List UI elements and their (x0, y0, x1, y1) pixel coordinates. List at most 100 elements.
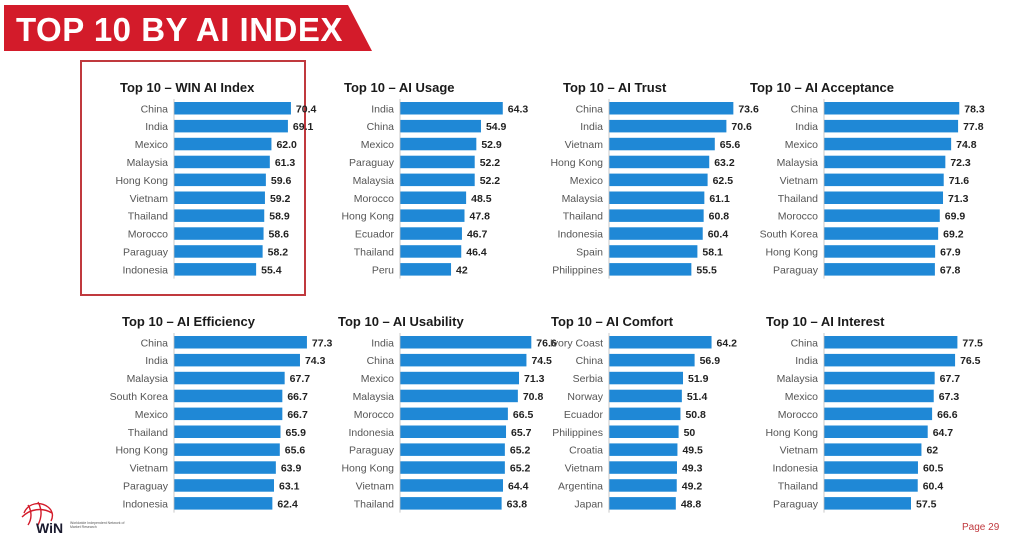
category-label: Indonesia (557, 229, 603, 241)
chart-title: Top 10 – AI Comfort (551, 314, 674, 329)
bar (400, 371, 520, 385)
value-label: 49.3 (682, 463, 703, 475)
value-label: 61.3 (275, 157, 296, 169)
bar (174, 209, 265, 222)
category-label: Malaysia (127, 373, 169, 385)
bar (609, 497, 676, 510)
category-label: Thailand (354, 498, 394, 510)
chart-title: Top 10 – AI Trust (563, 80, 667, 95)
bar (824, 461, 918, 474)
chart-ai-trust: Top 10 – AI Trust China 73.6 India 70.6 Viet… (527, 80, 767, 300)
value-label: 65.9 (285, 427, 306, 439)
value-label: 59.2 (270, 193, 291, 205)
page-number: Page 29 (962, 522, 1000, 533)
bar (824, 245, 936, 258)
value-label: 73.6 (738, 103, 759, 115)
category-label: Vietnam (356, 480, 395, 492)
category-label: Norway (567, 391, 603, 403)
logo-text: WiN (36, 520, 64, 536)
bar (174, 173, 266, 187)
chart-svg: India 64.3 China 54.9 Mexico 52.9 Paraguay 52.2… (341, 99, 528, 279)
category-label: India (795, 121, 818, 133)
logo-subtext: Worldwide Independent Network of Market … (70, 521, 125, 530)
category-label: India (580, 121, 603, 133)
bar (400, 497, 502, 510)
category-label: China (367, 121, 395, 133)
category-label: Indonesia (122, 264, 168, 276)
value-label: 46.7 (467, 229, 488, 241)
category-label: Ecuador (564, 409, 604, 421)
category-label: Thailand (354, 246, 394, 258)
chart-ai-interest: Top 10 – AI Interest China 77.5 India 76.5 M… (742, 314, 983, 534)
bar (174, 371, 285, 385)
bar (824, 119, 959, 133)
category-label: Morocco (354, 193, 394, 205)
bar (400, 461, 505, 474)
chart-ai-usage: Top 10 – AI Usage India 64.3 China 54.9 Mexi… (318, 80, 558, 300)
category-label: Malaysia (353, 175, 395, 187)
bar (400, 209, 465, 222)
bar (609, 137, 715, 151)
value-label: 71.6 (949, 175, 970, 187)
bar (609, 461, 677, 474)
bar (400, 191, 467, 204)
value-label: 62.4 (277, 498, 298, 510)
category-label: Thailand (778, 193, 818, 205)
title-banner: TOP 10 BY AI INDEX (4, 5, 372, 51)
category-label: South Korea (760, 229, 819, 241)
chart-title: Top 10 – AI Usability (338, 314, 464, 329)
category-label: Thailand (563, 211, 603, 223)
bar (400, 119, 481, 133)
value-label: 58.9 (269, 211, 290, 223)
value-label: 55.5 (696, 264, 717, 276)
bar (824, 425, 928, 438)
chart-svg: China 78.3 India 77.8 Mexico 74.8 Malaysia 72.3… (760, 99, 985, 279)
bar (609, 389, 682, 403)
category-label: Philippines (552, 427, 603, 439)
category-label: Mexico (135, 139, 168, 151)
value-label: 48.8 (681, 498, 702, 510)
bar (609, 425, 679, 438)
category-label: China (576, 103, 604, 115)
category-label: India (145, 121, 168, 133)
category-label: India (371, 337, 394, 349)
category-label: Hong Kong (341, 211, 394, 223)
value-label: 51.4 (687, 391, 708, 403)
category-label: Mexico (135, 409, 168, 421)
bar (824, 371, 935, 385)
value-label: 69.9 (945, 211, 966, 223)
value-label: 67.3 (939, 391, 960, 403)
bar (824, 209, 940, 222)
value-label: 67.7 (940, 373, 961, 385)
bar (824, 137, 952, 151)
bar (400, 479, 504, 492)
value-label: 67.8 (940, 264, 961, 276)
category-label: China (141, 103, 169, 115)
bar (824, 336, 958, 349)
bar (400, 102, 503, 115)
category-label: Malaysia (127, 157, 169, 169)
value-label: 76.5 (960, 355, 981, 367)
category-label: Vietnam (130, 463, 169, 475)
category-label: Morocco (354, 409, 394, 421)
category-label: China (791, 103, 819, 115)
bar (609, 173, 708, 187)
category-label: Morocco (778, 409, 818, 421)
value-label: 64.4 (508, 480, 529, 492)
bar (174, 336, 307, 349)
bar (174, 227, 264, 240)
win-logo: WiN Worldwide Independent Network of Mar… (14, 497, 144, 542)
category-label: India (795, 355, 818, 367)
value-label: 65.2 (510, 445, 531, 457)
value-label: 60.8 (709, 211, 730, 223)
value-label: 60.4 (708, 229, 729, 241)
value-label: 72.3 (950, 157, 971, 169)
category-label: India (145, 355, 168, 367)
bar (824, 389, 934, 403)
bar (174, 137, 272, 151)
category-label: Thailand (128, 427, 168, 439)
value-label: 66.7 (287, 409, 308, 421)
category-label: Mexico (785, 139, 818, 151)
category-label: Philippines (552, 264, 603, 276)
value-label: 65.6 (720, 139, 741, 151)
